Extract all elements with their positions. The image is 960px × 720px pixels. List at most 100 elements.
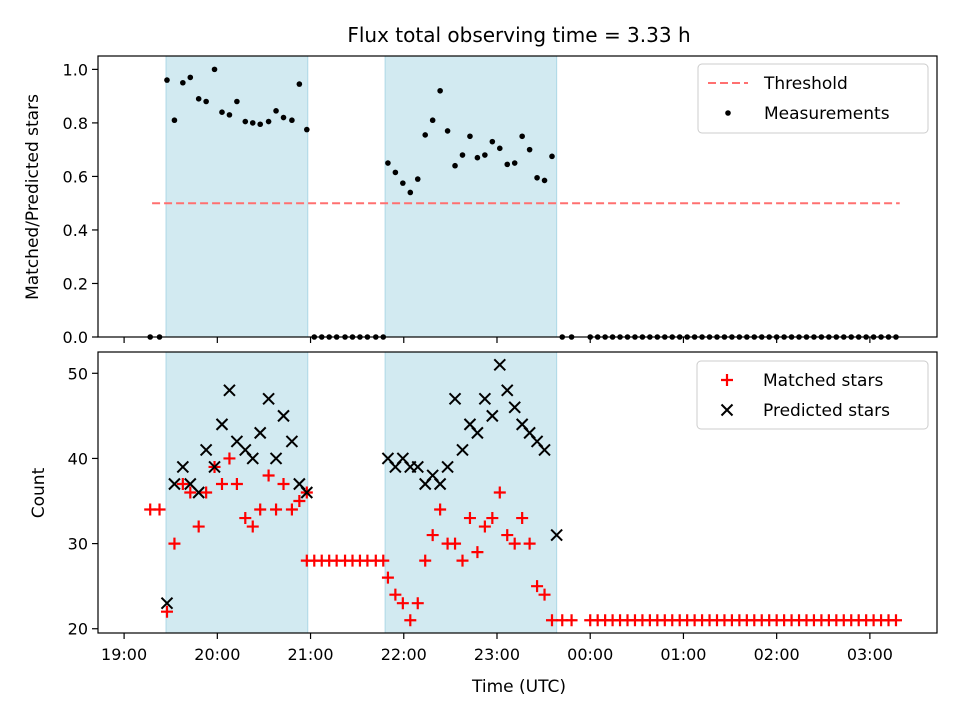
predicted-star-marker xyxy=(433,477,447,491)
shaded-interval-0 xyxy=(165,55,309,338)
measurement-point xyxy=(549,153,555,160)
matched-star-marker xyxy=(516,512,529,525)
y-tick-label: 0.0 xyxy=(63,328,88,347)
predicted-star-marker xyxy=(192,486,205,499)
measurement-point xyxy=(265,118,272,125)
x-tick-label: 01:00 xyxy=(660,645,706,664)
measurement-point xyxy=(534,174,540,181)
matched-star-marker xyxy=(545,614,558,627)
predicted-star-marker xyxy=(486,409,499,423)
matched-star-marker xyxy=(449,537,462,550)
matched-star-marker xyxy=(377,554,390,567)
legend-label: Threshold xyxy=(763,74,848,94)
measurement-point xyxy=(187,74,194,81)
x-tick-label: 23:00 xyxy=(474,645,520,664)
y-tick-label: 20 xyxy=(68,620,88,639)
measurement-point xyxy=(526,146,533,153)
series-x xyxy=(160,358,563,610)
measurement-point xyxy=(452,162,458,169)
ratio-y-axis: 0.0 0.2 0.4 0.6 0.8 1.0 xyxy=(63,60,98,347)
predicted-star-marker xyxy=(285,435,299,448)
predicted-star-marker xyxy=(208,460,221,474)
y-tick-label: 30 xyxy=(68,535,88,554)
matched-star-marker xyxy=(246,520,259,533)
y-tick-label: 50 xyxy=(68,364,88,383)
measurement-point xyxy=(385,160,391,166)
measurement-point xyxy=(459,152,466,158)
measurement-point xyxy=(414,176,421,182)
matched-star-marker xyxy=(463,512,476,525)
predicted-star-marker xyxy=(277,409,290,423)
measurement-point xyxy=(203,98,209,105)
predicted-star-marker xyxy=(223,384,236,397)
predicted-star-marker xyxy=(478,392,492,406)
matched-star-marker xyxy=(223,452,236,465)
measurement-point xyxy=(519,133,525,140)
predicted-star-marker xyxy=(456,443,469,457)
measurement-point xyxy=(467,133,473,140)
legend-label: Predicted stars xyxy=(763,401,890,421)
legend-measurement-swatch xyxy=(725,110,731,116)
predicted-star-marker xyxy=(550,528,563,542)
predicted-star-marker xyxy=(411,460,424,474)
matched-star-marker xyxy=(889,614,902,627)
predicted-star-marker xyxy=(448,392,462,406)
predicted-star-marker xyxy=(501,384,514,397)
measurement-point xyxy=(541,177,548,184)
measurement-point xyxy=(211,66,218,73)
matched-star-marker xyxy=(270,503,283,516)
predicted-star-marker xyxy=(215,418,229,431)
measurement-point xyxy=(289,117,295,124)
matched-star-marker xyxy=(176,477,189,490)
predicted-star-marker xyxy=(262,392,275,406)
matched-star-marker xyxy=(538,588,551,601)
matched-star-marker xyxy=(531,580,544,593)
matched-star-marker xyxy=(434,503,447,516)
axes-frame xyxy=(97,351,938,634)
measurement-point xyxy=(180,79,186,86)
measurement-point xyxy=(407,189,414,196)
matched-star-marker xyxy=(200,486,213,499)
matched-star-marker xyxy=(239,512,252,525)
x-tick-label: 20:00 xyxy=(194,645,240,664)
matched-star-marker xyxy=(285,503,298,516)
legend-matched-swatch xyxy=(721,374,733,386)
matched-star-marker xyxy=(262,469,275,482)
count-x-axis: 19:00 20:00 21:00 22:00 23:00 00:00 01:00 02:00… xyxy=(101,633,893,664)
y-tick-label: 0.4 xyxy=(63,221,88,240)
y-tick-label: 0.6 xyxy=(63,167,88,186)
y-tick-label: 0.2 xyxy=(63,274,88,293)
measurement-point xyxy=(504,161,511,168)
matched-star-marker xyxy=(293,495,306,508)
measurement-point xyxy=(392,169,399,176)
measurement-point xyxy=(496,145,503,152)
count-legend: Matched stars Predicted stars xyxy=(696,360,929,430)
matched-star-marker xyxy=(523,537,536,550)
matched-star-marker xyxy=(277,477,290,490)
matched-star-marker xyxy=(168,537,181,550)
legend-box xyxy=(697,63,929,134)
count-panel: 20 30 40 50 19:00 20:00 21:00 22:00 23:00 00:00 0… xyxy=(29,351,938,664)
matched-star-marker xyxy=(184,486,197,499)
x-tick-label: 00:00 xyxy=(567,645,613,664)
matched-star-marker xyxy=(381,571,394,584)
measurement-point xyxy=(242,118,249,125)
measurement-point xyxy=(437,87,443,94)
shaded-interval-1 xyxy=(384,55,558,338)
x-tick-label: 02:00 xyxy=(754,645,800,664)
measurement-point xyxy=(171,117,178,124)
measurement-point xyxy=(296,81,303,87)
predicted-star-marker xyxy=(300,486,314,499)
measurement-point xyxy=(422,132,429,138)
matched-star-marker xyxy=(486,512,499,525)
matched-star-marker xyxy=(419,554,432,567)
count-panel-frame xyxy=(97,351,938,634)
x-tick-label: 03:00 xyxy=(847,645,893,664)
measurement-point xyxy=(226,112,233,118)
ratio-y-axis-label: Matched/Predicted stars xyxy=(23,94,43,300)
matched-star-marker xyxy=(471,546,484,559)
y-tick-label: 1.0 xyxy=(63,60,88,79)
matched-star-marker xyxy=(230,477,243,490)
matched-star-marker xyxy=(411,597,424,610)
